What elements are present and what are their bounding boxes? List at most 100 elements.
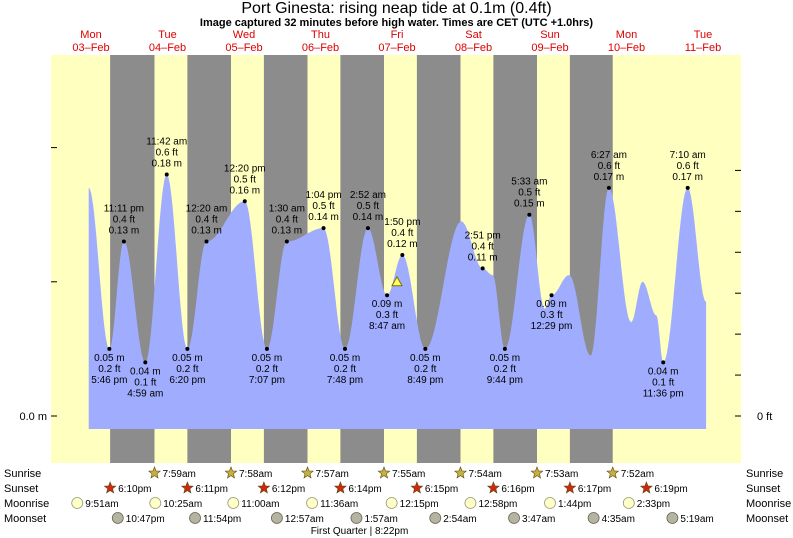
tide-area <box>88 174 707 429</box>
extreme-point <box>502 346 507 351</box>
y-axis-label-right: 0 ft <box>757 411 772 423</box>
extreme-label-line: 0.1 ft <box>652 377 674 388</box>
extreme-label: 0.09 m0.3 ft8:47 am <box>369 299 405 332</box>
extreme-label-line: 0.04 m <box>130 366 161 377</box>
extreme-label-line: 0.17 m <box>672 172 703 183</box>
sunrise-time: 7:57am <box>315 469 348 480</box>
sunset-icon <box>333 481 347 494</box>
moonset-icon <box>429 512 442 524</box>
extreme-label-line: 0.6 ft <box>598 161 620 172</box>
moonset-icon <box>189 512 201 524</box>
sunset-row-label-right: Sunset <box>746 483 781 495</box>
extreme-point <box>661 360 666 365</box>
extreme-label-line: 0.14 m <box>308 212 339 223</box>
extreme-label: 11:11 pm0.4 ft0.13 m <box>104 204 144 237</box>
extreme-point <box>400 252 405 257</box>
moonrise-time: 12:58pm <box>478 499 517 510</box>
extreme-label-line: 6:20 pm <box>169 375 205 386</box>
day-name: Fri <box>391 29 404 41</box>
sunrise-icon <box>301 466 314 479</box>
extreme-label: 2:51 pm0.4 ft0.11 m <box>465 230 501 263</box>
extreme-label: 2:52 am0.5 ft0.14 m <box>350 190 386 223</box>
extreme-point <box>107 346 112 351</box>
extreme-label-line: 0.4 ft <box>472 241 494 252</box>
day-date: 07–Feb <box>378 42 415 54</box>
sunset-time: 6:19pm <box>654 484 687 495</box>
moonrise-time: 2:33pm <box>637 499 670 510</box>
moonset-time: 1:57am <box>364 514 397 525</box>
sunset-icon <box>410 481 424 494</box>
sunrise-icon <box>530 466 544 479</box>
extreme-label-line: 7:48 pm <box>327 375 363 386</box>
extreme-label-line: 0.2 ft <box>494 364 516 375</box>
extreme-label-line: 1:50 pm <box>384 217 420 228</box>
extreme-label-line: 0.1 ft <box>134 377 156 388</box>
sunset-time: 6:12pm <box>272 484 305 495</box>
extreme-label-line: 11:36 pm <box>643 388 684 399</box>
extreme-label: 12:20 pm0.5 ft0.16 m <box>224 163 266 196</box>
extreme-label-line: 0.6 ft <box>156 147 178 158</box>
sunrise-icon <box>454 466 467 479</box>
moonrise-icon <box>544 497 556 509</box>
moonset-icon <box>350 512 363 524</box>
extreme-label-line: 8:47 am <box>369 321 405 332</box>
sunset-time: 6:15pm <box>425 484 458 495</box>
sunset-icon <box>639 481 653 494</box>
sunrise-time: 7:53am <box>545 469 578 480</box>
chart-title: Port Ginesta: rising neap tide at 0.1m (… <box>241 0 552 17</box>
extreme-label-line: 9:44 pm <box>487 375 523 386</box>
extreme-point <box>342 346 347 351</box>
day-name: Wed <box>233 29 255 41</box>
moonrise-time: 10:25am <box>163 499 202 510</box>
extreme-point <box>284 239 289 244</box>
day-date: 09–Feb <box>531 42 568 54</box>
extreme-label-line: 0.05 m <box>172 353 203 364</box>
extreme-point <box>549 293 554 298</box>
extreme-label-line: 0.09 m <box>372 299 403 310</box>
day-date: 10–Feb <box>608 42 645 54</box>
extreme-label: 0.05 m0.2 ft7:07 pm <box>249 353 285 386</box>
day-name: Mon <box>80 29 101 41</box>
sunrise-row-label-left: Sunrise <box>4 468 42 480</box>
extreme-label-line: 0.3 ft <box>540 310 562 321</box>
extreme-label: 1:50 pm0.4 ft0.12 m <box>384 217 420 250</box>
extreme-point <box>423 346 428 351</box>
extreme-label-line: 0.5 ft <box>312 201 334 212</box>
extreme-point <box>321 226 326 231</box>
extreme-point <box>204 239 209 244</box>
extreme-label: 11:42 am0.6 ft0.18 m <box>146 136 187 169</box>
sunrise-time: 7:55am <box>392 469 425 480</box>
day-date: 05–Feb <box>225 42 262 54</box>
extreme-label-line: 0.17 m <box>594 172 625 183</box>
sunset-icon <box>257 481 271 494</box>
extreme-label-line: 11:42 am <box>146 136 187 147</box>
extreme-label: 0.05 m0.2 ft5:46 pm <box>91 353 127 386</box>
extreme-label-line: 12:20 am <box>186 204 228 215</box>
moonset-row-label-left: Moonset <box>4 513 47 525</box>
extreme-label-line: 4:59 am <box>127 388 163 399</box>
day-name: Thu <box>311 29 330 41</box>
sunset-icon <box>103 481 117 494</box>
extreme-label-line: 0.16 m <box>229 185 260 196</box>
extreme-label-line: 5:46 pm <box>91 375 127 386</box>
extreme-label-line: 1:04 pm <box>305 190 341 201</box>
sunset-time: 6:16pm <box>501 484 534 495</box>
moonrise-icon <box>71 497 84 509</box>
extreme-label-line: 0.05 m <box>94 353 125 364</box>
moonset-row-label-right: Moonset <box>746 513 789 525</box>
sunrise-time: 7:54am <box>468 469 501 480</box>
sunset-time: 6:11pm <box>195 484 228 495</box>
extreme-label-line: 0.15 m <box>514 199 545 210</box>
moonrise-icon <box>385 497 398 509</box>
moonset-time: 12:57am <box>285 514 324 525</box>
moonrise-time: 9:51am <box>85 499 118 510</box>
extreme-label-line: 0.2 ft <box>334 364 356 375</box>
extreme-label-line: 2:51 pm <box>465 230 501 241</box>
moonrise-row-label-right: Moonrise <box>746 498 792 510</box>
moon-phase-label: First Quarter | 8:22pm <box>311 526 409 537</box>
moonrise-icon <box>227 497 240 509</box>
extreme-label-line: 0.2 ft <box>98 364 120 375</box>
